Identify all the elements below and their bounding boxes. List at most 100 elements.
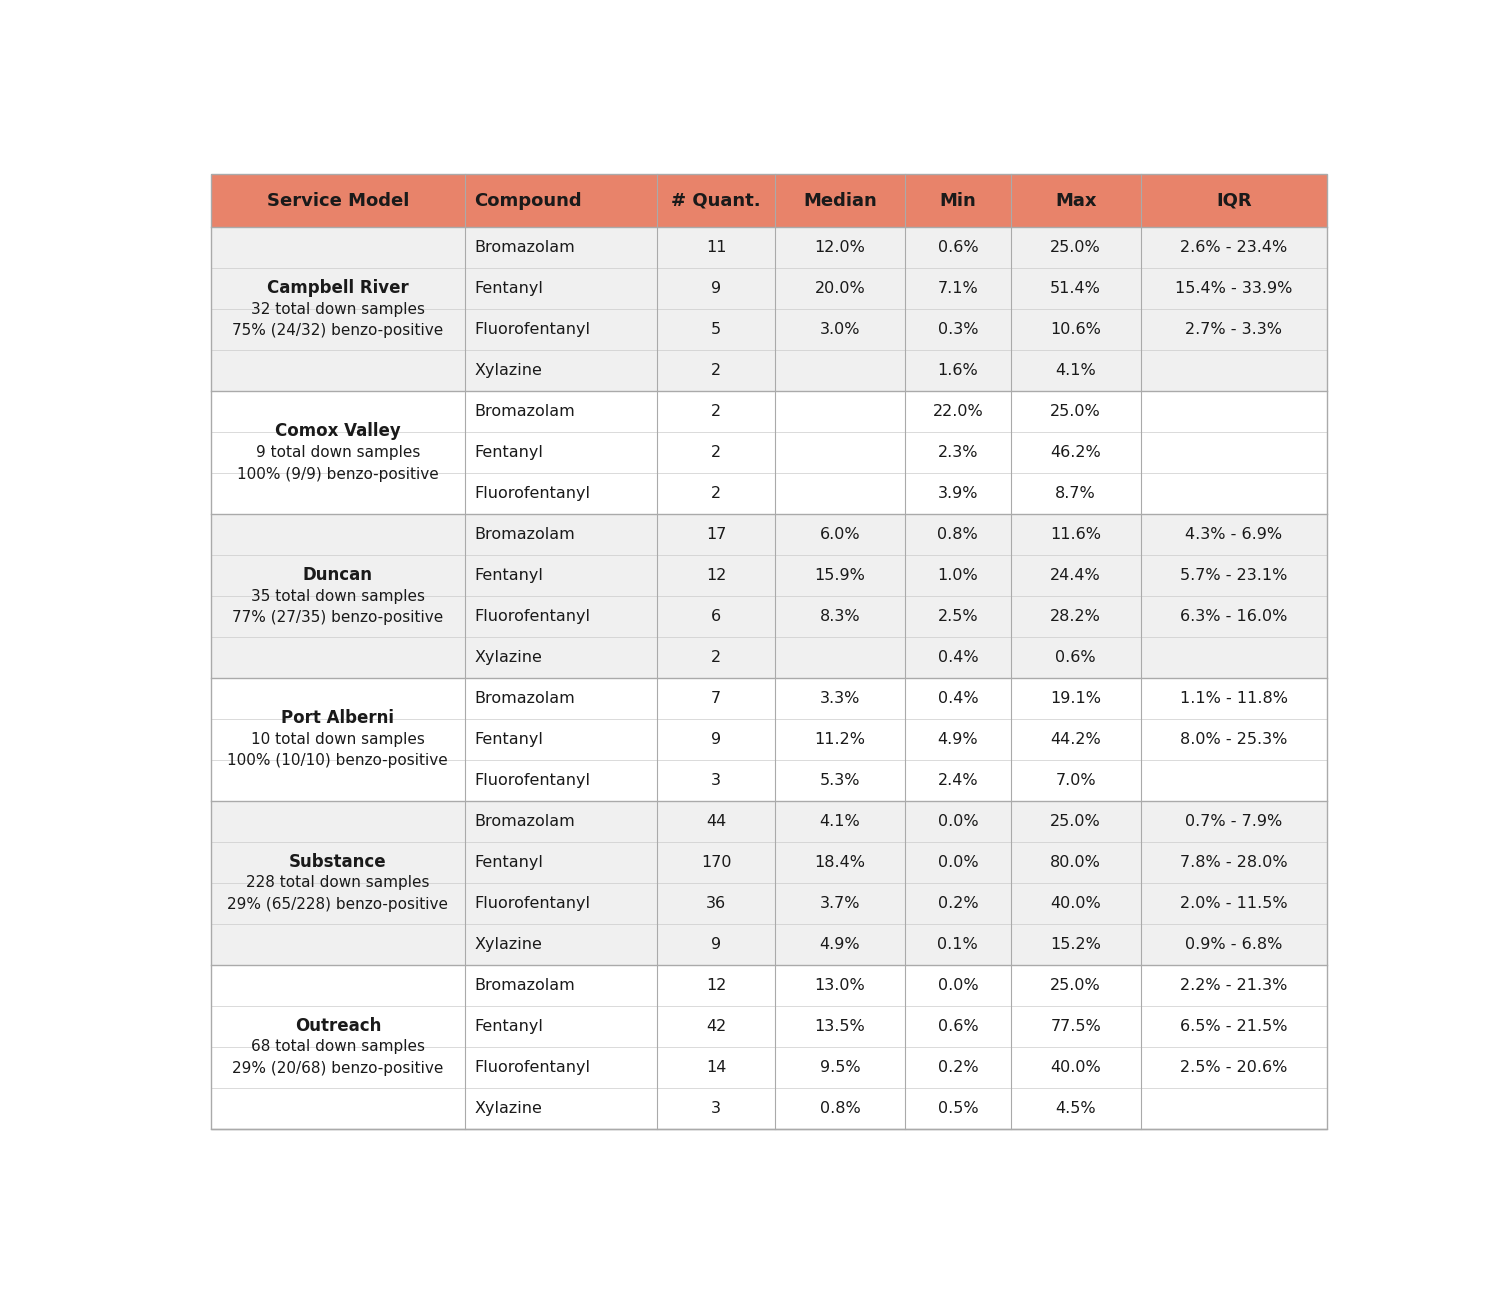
Text: Xylazine: Xylazine xyxy=(474,650,542,666)
Text: 11.6%: 11.6% xyxy=(1050,528,1101,542)
Text: 35 total down samples: 35 total down samples xyxy=(251,588,424,604)
Text: 46.2%: 46.2% xyxy=(1050,445,1101,461)
Text: Xylazine: Xylazine xyxy=(474,1100,542,1116)
Text: 51.4%: 51.4% xyxy=(1050,281,1101,297)
Text: Outreach: Outreach xyxy=(294,1017,381,1035)
Text: 15.9%: 15.9% xyxy=(815,568,866,583)
Text: # Quant.: # Quant. xyxy=(670,192,760,210)
Text: 4.9%: 4.9% xyxy=(819,937,861,952)
Text: 15.4% - 33.9%: 15.4% - 33.9% xyxy=(1174,281,1293,297)
Bar xyxy=(210,174,1326,227)
Bar xyxy=(210,801,1326,965)
Text: 7.8% - 28.0%: 7.8% - 28.0% xyxy=(1180,855,1287,869)
Text: Fentanyl: Fentanyl xyxy=(474,731,543,747)
Text: 9: 9 xyxy=(711,281,722,297)
Text: 228 total down samples: 228 total down samples xyxy=(246,876,429,890)
Text: Fentanyl: Fentanyl xyxy=(474,855,543,869)
Text: 2: 2 xyxy=(711,486,722,502)
Text: 17: 17 xyxy=(706,528,726,542)
Text: 5.7% - 23.1%: 5.7% - 23.1% xyxy=(1180,568,1287,583)
Text: Fluorofentanyl: Fluorofentanyl xyxy=(474,897,590,911)
Text: 6.0%: 6.0% xyxy=(819,528,861,542)
Text: 9.5%: 9.5% xyxy=(819,1060,861,1075)
Text: 0.4%: 0.4% xyxy=(938,691,978,706)
Text: 6: 6 xyxy=(711,609,722,624)
Text: 12: 12 xyxy=(706,568,726,583)
Text: 2: 2 xyxy=(711,364,722,378)
Text: 3.3%: 3.3% xyxy=(821,691,860,706)
Text: 8.0% - 25.3%: 8.0% - 25.3% xyxy=(1180,731,1287,747)
Text: 19.1%: 19.1% xyxy=(1050,691,1101,706)
Text: 0.2%: 0.2% xyxy=(938,897,978,911)
Text: 5: 5 xyxy=(711,322,722,337)
Text: 68 total down samples: 68 total down samples xyxy=(251,1040,424,1054)
Text: 1.1% - 11.8%: 1.1% - 11.8% xyxy=(1179,691,1287,706)
Text: 8.7%: 8.7% xyxy=(1056,486,1096,502)
Text: 3.9%: 3.9% xyxy=(938,486,978,502)
Text: Compound: Compound xyxy=(474,192,582,210)
Text: 80.0%: 80.0% xyxy=(1050,855,1101,869)
Text: Bromazolam: Bromazolam xyxy=(474,691,574,706)
Text: 0.8%: 0.8% xyxy=(819,1100,861,1116)
Text: 11.2%: 11.2% xyxy=(815,731,866,747)
Text: 4.1%: 4.1% xyxy=(819,814,861,829)
Text: 7: 7 xyxy=(711,691,722,706)
Text: 1.6%: 1.6% xyxy=(938,364,978,378)
Text: 15.2%: 15.2% xyxy=(1050,937,1101,952)
Text: 14: 14 xyxy=(706,1060,726,1075)
Text: 170: 170 xyxy=(700,855,732,869)
Text: Fluorofentanyl: Fluorofentanyl xyxy=(474,1060,590,1075)
Text: Comox Valley: Comox Valley xyxy=(274,422,400,440)
Text: Bromazolam: Bromazolam xyxy=(474,404,574,419)
Bar xyxy=(210,515,1326,679)
Text: 0.0%: 0.0% xyxy=(938,978,978,993)
Text: 4.9%: 4.9% xyxy=(938,731,978,747)
Text: 0.3%: 0.3% xyxy=(938,322,978,337)
Text: 40.0%: 40.0% xyxy=(1050,897,1101,911)
Text: 1.0%: 1.0% xyxy=(938,568,978,583)
Text: 11: 11 xyxy=(706,240,726,255)
Text: 28.2%: 28.2% xyxy=(1050,609,1101,624)
Text: Fentanyl: Fentanyl xyxy=(474,445,543,461)
Text: 4.1%: 4.1% xyxy=(1056,364,1096,378)
Text: Port Alberni: Port Alberni xyxy=(282,710,394,728)
Text: Fluorofentanyl: Fluorofentanyl xyxy=(474,322,590,337)
Text: 2.6% - 23.4%: 2.6% - 23.4% xyxy=(1180,240,1287,255)
Text: 6.3% - 16.0%: 6.3% - 16.0% xyxy=(1180,609,1287,624)
Text: Bromazolam: Bromazolam xyxy=(474,240,574,255)
Text: Fentanyl: Fentanyl xyxy=(474,568,543,583)
Text: 6.5% - 21.5%: 6.5% - 21.5% xyxy=(1180,1019,1287,1033)
Text: 12.0%: 12.0% xyxy=(815,240,866,255)
Text: 0.6%: 0.6% xyxy=(938,1019,978,1033)
Text: Fentanyl: Fentanyl xyxy=(474,1019,543,1033)
Text: 0.7% - 7.9%: 0.7% - 7.9% xyxy=(1185,814,1282,829)
Text: 75% (24/32) benzo-positive: 75% (24/32) benzo-positive xyxy=(232,322,444,338)
Text: 25.0%: 25.0% xyxy=(1050,978,1101,993)
Text: 0.0%: 0.0% xyxy=(938,814,978,829)
Text: Fluorofentanyl: Fluorofentanyl xyxy=(474,609,590,624)
Text: 32 total down samples: 32 total down samples xyxy=(251,302,424,317)
Bar xyxy=(210,679,1326,801)
Text: 2.0% - 11.5%: 2.0% - 11.5% xyxy=(1180,897,1287,911)
Text: 44.2%: 44.2% xyxy=(1050,731,1101,747)
Text: 7.1%: 7.1% xyxy=(938,281,978,297)
Text: 10 total down samples: 10 total down samples xyxy=(251,731,424,747)
Text: 25.0%: 25.0% xyxy=(1050,240,1101,255)
Text: 36: 36 xyxy=(706,897,726,911)
Text: Substance: Substance xyxy=(290,853,387,871)
Text: Xylazine: Xylazine xyxy=(474,937,542,952)
Text: 2: 2 xyxy=(711,404,722,419)
Text: 0.8%: 0.8% xyxy=(938,528,978,542)
Text: 3.0%: 3.0% xyxy=(821,322,861,337)
Text: Bromazolam: Bromazolam xyxy=(474,528,574,542)
Text: 0.1%: 0.1% xyxy=(938,937,978,952)
Text: Min: Min xyxy=(939,192,976,210)
Text: Xylazine: Xylazine xyxy=(474,364,542,378)
Text: 24.4%: 24.4% xyxy=(1050,568,1101,583)
Text: 7.0%: 7.0% xyxy=(1056,773,1096,788)
Text: 5.3%: 5.3% xyxy=(821,773,861,788)
Text: 2: 2 xyxy=(711,650,722,666)
Text: 12: 12 xyxy=(706,978,726,993)
Text: 13.0%: 13.0% xyxy=(815,978,866,993)
Text: 100% (10/10) benzo-positive: 100% (10/10) benzo-positive xyxy=(228,753,448,769)
